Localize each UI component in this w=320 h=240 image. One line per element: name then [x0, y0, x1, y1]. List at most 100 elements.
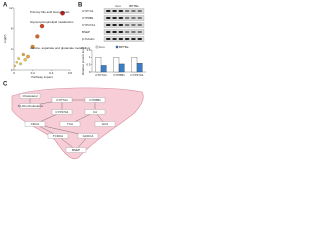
point — [13, 64, 17, 67]
blot-column: BPTBe — [129, 4, 139, 8]
node-box — [94, 121, 116, 127]
blot-panel — [103, 22, 145, 28]
legend-swatch — [115, 45, 119, 49]
blot-panel — [103, 36, 145, 42]
point — [30, 44, 35, 49]
x-tick-label: CYP8B1 — [113, 73, 125, 77]
point — [35, 34, 40, 39]
blot-row: CYP7A1 — [82, 9, 94, 13]
node-label: CYP8B1 — [89, 98, 101, 102]
bar — [118, 63, 125, 73]
bar — [95, 57, 102, 73]
node-label: BSEP — [72, 148, 80, 152]
node-box — [65, 147, 87, 153]
band — [137, 10, 142, 12]
legend-label: BPTBe — [119, 45, 129, 49]
node-box — [19, 103, 41, 109]
node-box — [51, 109, 73, 115]
point — [23, 57, 27, 62]
y-tick-label: 8 — [11, 26, 13, 30]
point — [21, 52, 25, 57]
node-label: CYP7A1 — [56, 98, 68, 102]
blot-panel — [103, 15, 145, 21]
panel-label: B — [78, 3, 83, 9]
x-tick-label: 0 — [13, 71, 15, 75]
blot-row: BSEP — [82, 30, 90, 34]
figure: A B C 0 0.2 0.4 0.6 0 4 8 12 Pathway impact -log(… — [3, 3, 146, 160]
y-tick-label: 1.5 — [86, 48, 91, 52]
band — [131, 38, 136, 40]
node-box — [84, 109, 106, 115]
band — [106, 17, 111, 19]
band — [124, 17, 130, 19]
point — [26, 54, 30, 59]
node-label: GCDCA — [83, 134, 94, 138]
band — [124, 24, 130, 26]
point — [15, 61, 19, 64]
node-box — [51, 97, 73, 103]
band — [118, 31, 124, 33]
blot-panel — [103, 8, 145, 14]
point — [39, 23, 45, 29]
y-tick-label: 0 — [89, 70, 91, 74]
node-label: CDCA — [31, 122, 40, 126]
node-box — [59, 121, 81, 127]
node-label: TCA — [67, 122, 73, 126]
node-label: TCDCA — [53, 134, 63, 138]
band — [118, 38, 124, 40]
band — [106, 31, 111, 33]
node-label: GCA — [102, 122, 109, 126]
page: A B C 0 0.2 0.4 0.6 0 4 8 12 Pathway impact -log(… — [0, 0, 150, 164]
node-label: CYP27A1 — [55, 110, 69, 114]
panel-label: A — [3, 3, 8, 9]
band — [112, 10, 117, 12]
band — [137, 17, 142, 19]
band — [106, 10, 111, 12]
blot-row: CYP27A1 — [82, 23, 96, 27]
band — [131, 17, 136, 19]
annotation: Primary bile acid biosynthesis — [30, 10, 70, 14]
band — [131, 10, 136, 12]
legend-swatch — [95, 45, 99, 49]
node-box — [77, 133, 99, 139]
bar — [113, 57, 120, 73]
band — [131, 24, 136, 26]
x-tick-label: 0.4 — [49, 71, 54, 75]
band — [118, 10, 124, 12]
band — [124, 38, 130, 40]
bar — [100, 65, 107, 73]
y-tick-label: 12 — [9, 6, 13, 10]
node-label: Cholesterol — [22, 94, 38, 98]
x-axis-label: Pathway impact — [31, 75, 52, 79]
band — [118, 17, 124, 19]
y-tick-label: 0 — [11, 68, 13, 72]
annotation: Alanine, aspartate and glutamate metabol… — [30, 46, 91, 50]
node-box — [47, 133, 69, 139]
blot-row: CYP8B1 — [82, 16, 94, 20]
y-axis-label: -log(P) — [3, 34, 7, 43]
blot-panel — [103, 29, 145, 35]
y-tick-label: 4 — [11, 47, 13, 51]
node-box — [24, 121, 46, 127]
annotation: Glycerophospholipid metabolism — [30, 20, 74, 24]
band — [112, 24, 117, 26]
band — [112, 17, 117, 19]
band — [131, 31, 136, 33]
node-box — [84, 97, 106, 103]
point — [19, 62, 22, 66]
x-tick-label: CYP7A1 — [95, 73, 107, 77]
x-tick-label: CYP27A1 — [130, 73, 144, 77]
blot-column: Con — [115, 4, 121, 8]
x-tick-label: 0.6 — [68, 71, 73, 75]
band — [137, 31, 142, 33]
band — [137, 24, 142, 26]
band — [106, 38, 111, 40]
blot-row: β-Tubulin — [82, 37, 95, 41]
band — [112, 38, 117, 40]
node-label: 7α-OH-Cholesterol — [17, 104, 42, 108]
x-tick-label: 0.2 — [31, 71, 36, 75]
band — [124, 10, 130, 12]
y-axis-label: Relative protein level — [81, 47, 85, 75]
bar — [131, 57, 138, 73]
panel-label: C — [3, 82, 8, 88]
